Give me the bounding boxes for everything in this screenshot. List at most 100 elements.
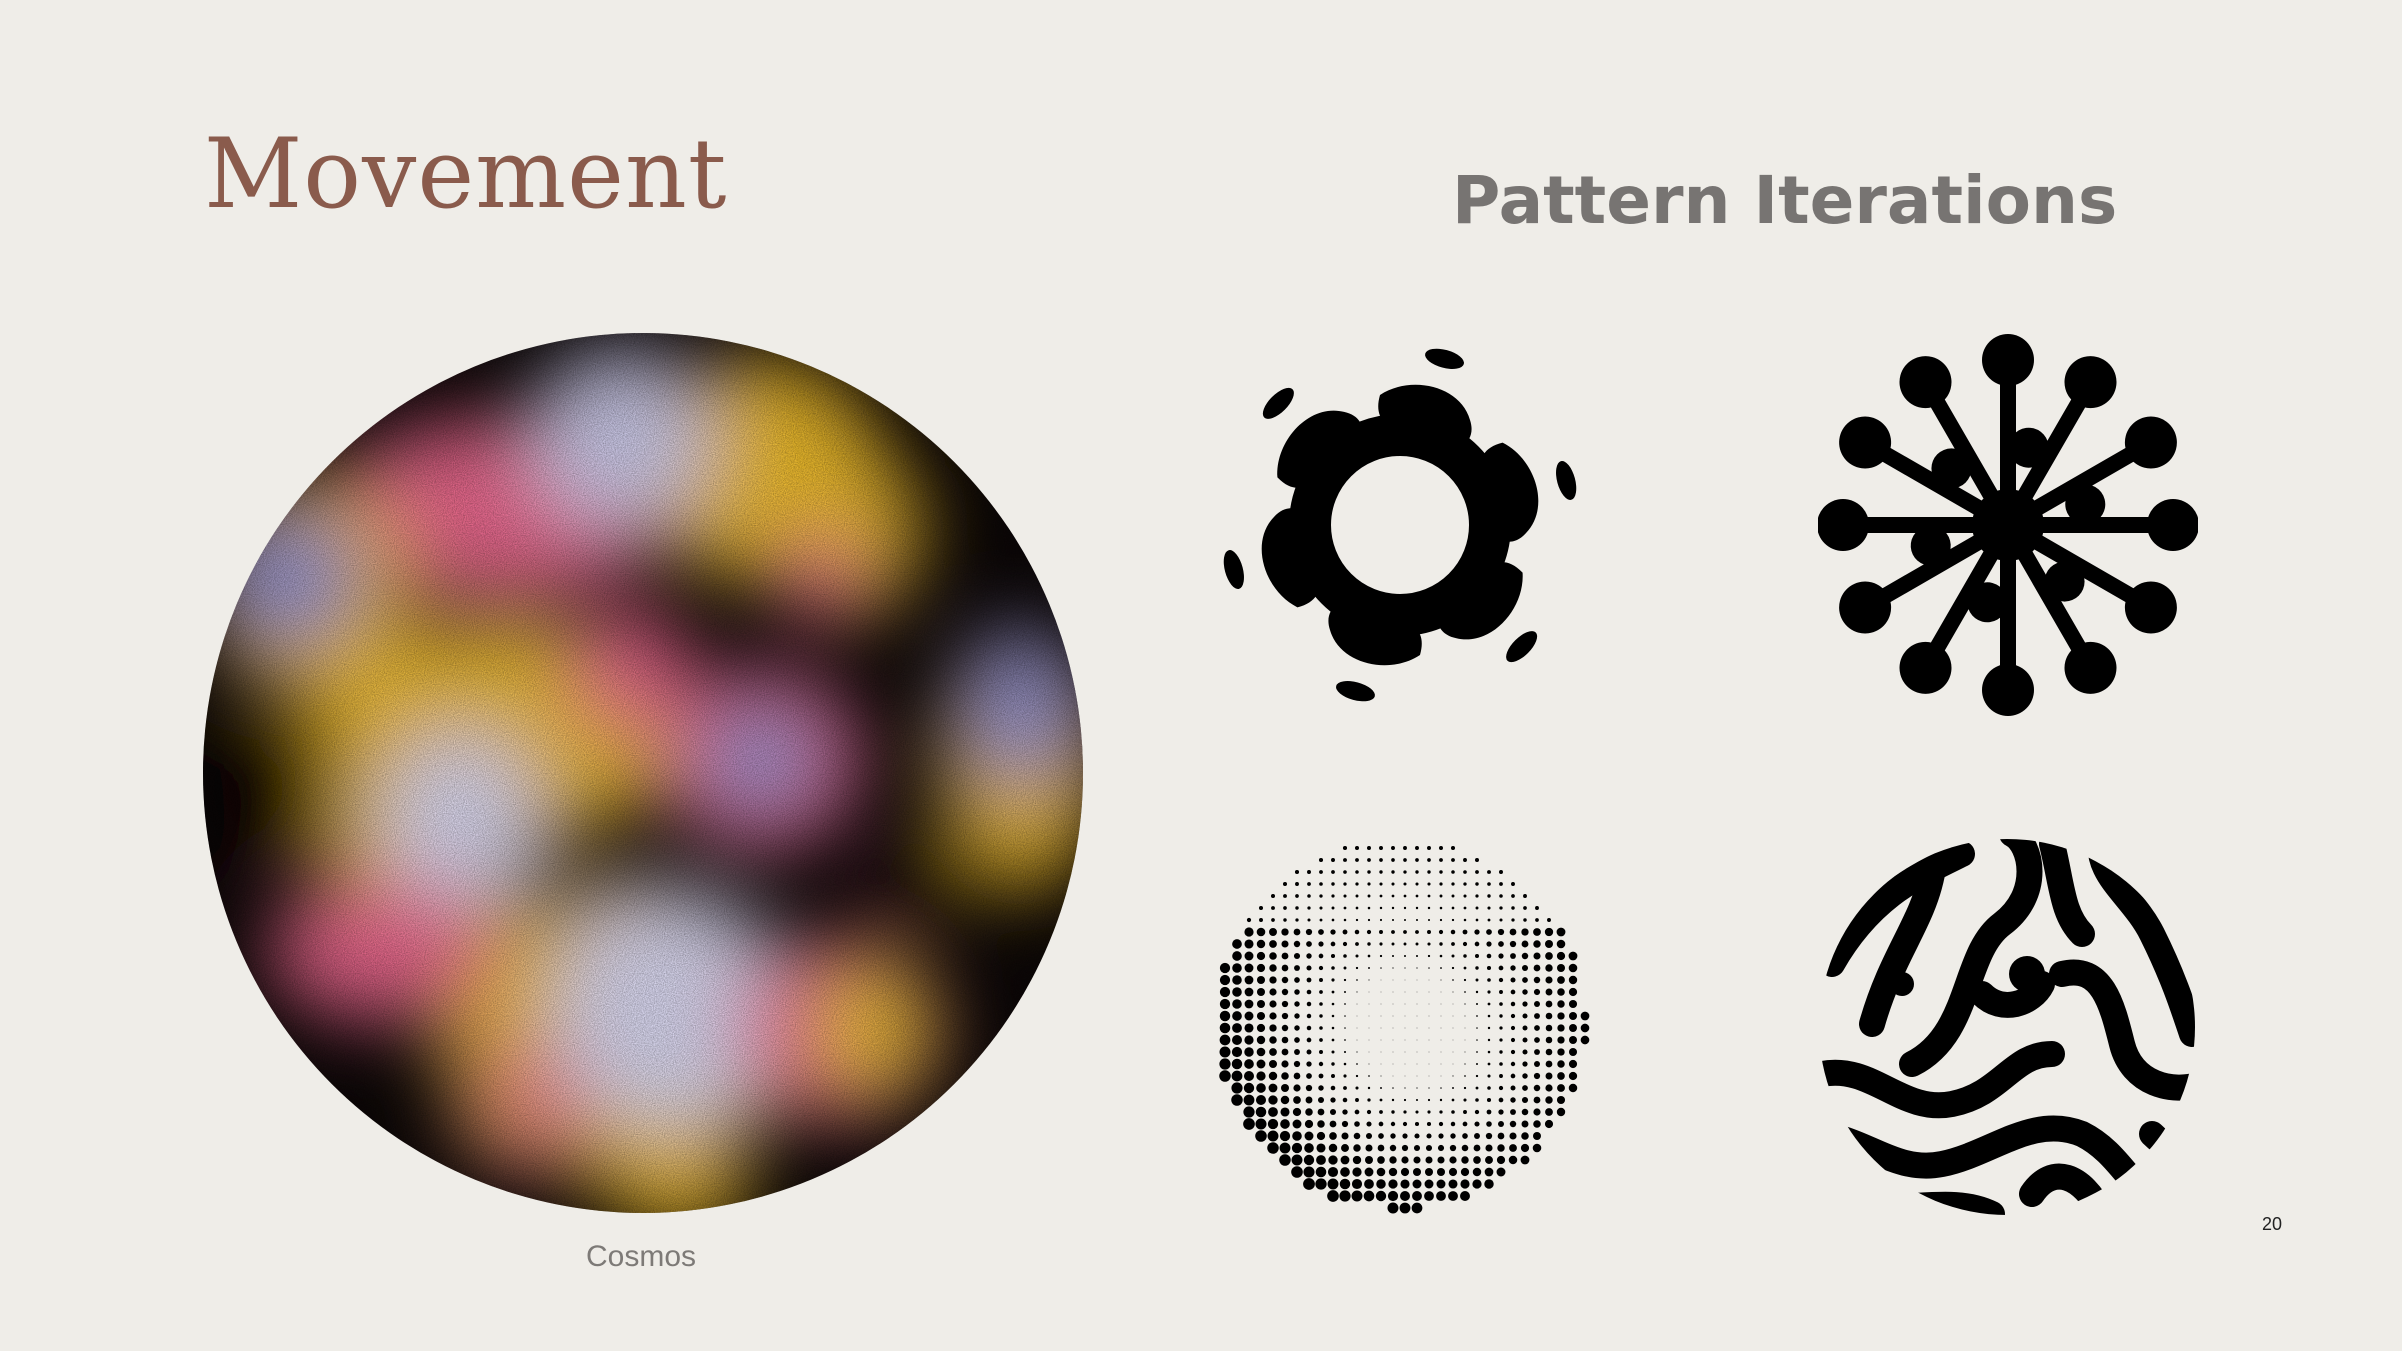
halftone-dot [1509, 940, 1517, 948]
halftone-dot [1462, 929, 1468, 935]
halftone-dot [1487, 882, 1491, 886]
halftone-dot [1391, 870, 1395, 874]
halftone-dot [1545, 1012, 1553, 1020]
halftone-dot [1473, 1156, 1481, 1164]
halftone-dot [1448, 1179, 1458, 1189]
halftone-dot [1340, 1167, 1350, 1177]
halftone-dot [1280, 1095, 1290, 1105]
halftone-dot [1232, 939, 1242, 949]
halftone-dot [1343, 918, 1347, 922]
halftone-dot [1379, 1110, 1383, 1114]
halftone-dot [1354, 845, 1360, 851]
halftone-dot [1315, 1178, 1327, 1190]
halftone-dot [1352, 1167, 1362, 1177]
halftone-dot [1391, 930, 1395, 934]
halftone-dot [1533, 976, 1541, 984]
halftone-dot [1391, 906, 1395, 910]
halftone-dot [1463, 966, 1467, 970]
halftone-dot [1328, 1143, 1338, 1153]
halftone-dot [1428, 1003, 1430, 1005]
halftone-dot [1403, 870, 1407, 874]
halftone-dot [1293, 1084, 1301, 1092]
halftone-dot [1295, 882, 1299, 886]
pattern-dandelion [1818, 334, 2198, 716]
halftone-dot [1331, 990, 1335, 994]
halftone-dot [1462, 1133, 1468, 1139]
halftone-dot [1378, 1133, 1384, 1139]
halftone-dot [1416, 1075, 1418, 1077]
halftone-dot [1303, 1178, 1315, 1190]
halftone-dot [1379, 906, 1383, 910]
halftone-dot [1331, 1050, 1335, 1054]
halftone-dot [1404, 991, 1406, 993]
halftone-dot [1487, 1074, 1491, 1078]
halftone-dot [1556, 1095, 1566, 1105]
halftone-dot [1403, 846, 1407, 850]
halftone-dot [1294, 1013, 1300, 1019]
halftone-dot [1545, 964, 1553, 972]
halftone-dot [1327, 1166, 1339, 1178]
halftone-dot [1367, 942, 1371, 946]
halftone-dot [1319, 894, 1323, 898]
halftone-dot [1281, 988, 1289, 996]
halftone-dot [1486, 929, 1492, 935]
halftone-dot [1452, 1075, 1454, 1077]
halftone-dot [1219, 1046, 1231, 1058]
halftone-dot [1487, 918, 1491, 922]
halftone-dot [1219, 1034, 1231, 1046]
halftone-dot [1510, 1097, 1516, 1103]
halftone-dot [1545, 1108, 1553, 1116]
halftone-dot [1545, 1084, 1553, 1092]
halftone-dot [1427, 918, 1431, 922]
halftone-dot [1464, 1027, 1466, 1029]
halftone-dot [1464, 1051, 1466, 1053]
halftone-dot [1416, 979, 1418, 981]
halftone-dot [1404, 1063, 1406, 1065]
halftone-dot [1569, 1024, 1577, 1032]
halftone-dot [1404, 1003, 1406, 1005]
halftone-dot [1355, 1098, 1359, 1102]
halftone-dot [1343, 858, 1347, 862]
halftone-dot [1294, 869, 1300, 875]
halftone-dot [1392, 1087, 1394, 1089]
halftone-dot [1304, 1143, 1314, 1153]
halftone-dot [1451, 966, 1455, 970]
halftone-dot [1475, 906, 1479, 910]
halftone-dot [1521, 1096, 1529, 1104]
halftone-dot [1496, 1167, 1506, 1177]
halftone-dot [1520, 1143, 1530, 1153]
halftone-dot [1412, 1191, 1422, 1201]
halftone-dot [1510, 953, 1516, 959]
halftone-dot [1331, 906, 1335, 910]
halftone-dot [1305, 1108, 1313, 1116]
halftone-dot [1556, 939, 1566, 949]
halftone-dot [1295, 918, 1299, 922]
halftone-dot [1356, 1015, 1358, 1017]
halftone-dot [1416, 991, 1418, 993]
halftone-dot [1343, 954, 1347, 958]
halftone-dot [1533, 964, 1541, 972]
halftone-dot [1219, 1070, 1231, 1082]
halftone-dot [1415, 882, 1419, 886]
halftone-dot [1452, 1027, 1454, 1029]
halftone-dot [1219, 1022, 1231, 1034]
halftone-dot [1415, 894, 1419, 898]
halftone-dot [1330, 953, 1336, 959]
halftone-dot [1416, 1027, 1418, 1029]
halftone-dot [1367, 882, 1371, 886]
halftone-dot [1403, 942, 1407, 946]
halftone-dot [1231, 1070, 1243, 1082]
halftone-dot [1498, 1121, 1504, 1127]
halftone-dot [1368, 1051, 1370, 1053]
halftone-dot [1437, 1144, 1445, 1152]
halftone-dot [1438, 1133, 1444, 1139]
halftone-dot [1319, 870, 1323, 874]
halftone-dot [1452, 979, 1454, 981]
halftone-dot [1256, 939, 1266, 949]
halftone-dot [1306, 1001, 1312, 1007]
halftone-dot [1413, 1156, 1421, 1164]
halftone-dot [1436, 1191, 1446, 1201]
halftone-dot [1463, 870, 1467, 874]
halftone-dot [1415, 918, 1419, 922]
halftone-dot [1363, 1190, 1375, 1202]
